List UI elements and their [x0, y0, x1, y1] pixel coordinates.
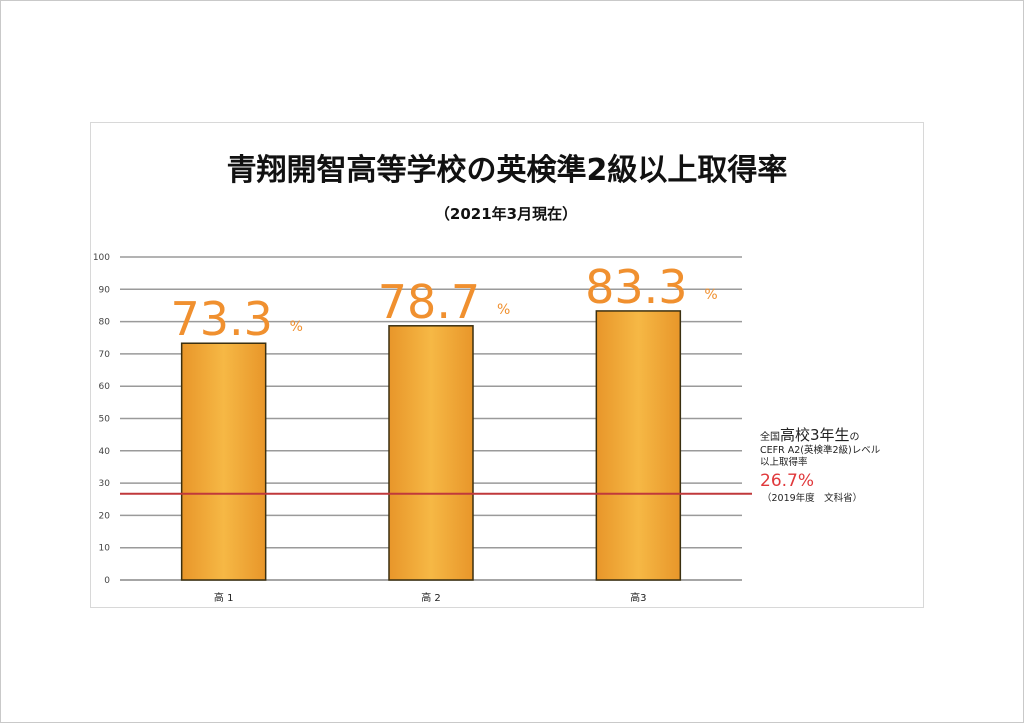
y-tick-label: 20 [99, 511, 111, 521]
y-tick-label: 50 [99, 415, 111, 425]
bar [388, 325, 474, 581]
x-axis-labels: 高 1 高 2 高3 [214, 591, 647, 604]
reference-value: 26.7% [760, 470, 815, 491]
reference-label-suffix: の [849, 432, 860, 443]
x-tick-label: 高 2 [421, 591, 441, 604]
reference-label-line1: 全国高校3年生の [760, 426, 920, 445]
reference-annotation: 全国高校3年生の CEFR A2(英検準2級)レベル 以上取得率 26.7% （… [760, 426, 920, 505]
y-tick-label: 30 [99, 479, 111, 489]
data-label-unit: % [290, 319, 303, 335]
reference-label-line2: CEFR A2(英検準2級)レベル [760, 444, 881, 456]
y-axis-ticks: 0 10 20 30 40 50 60 70 80 90 100 [93, 253, 110, 586]
x-tick-label: 高 1 [214, 591, 234, 604]
data-label-unit: % [497, 302, 510, 318]
chart-subtitle: （2021年3月現在） [434, 205, 578, 223]
bar [180, 342, 267, 581]
y-tick-label: 80 [99, 318, 111, 328]
reference-label-highlight: 高校3年生 [780, 426, 850, 444]
reference-label-line3: 以上取得率 [760, 456, 808, 468]
y-tick-label: 60 [99, 382, 111, 392]
bars [180, 310, 682, 581]
data-label: 83.3 [585, 260, 687, 314]
bar [595, 310, 682, 581]
data-labels: 73.3% 78.7% 83.3% [170, 260, 717, 346]
reference-label-prefix: 全国 [760, 432, 780, 443]
reference-source: （2019年度 文科省） [762, 492, 863, 504]
y-tick-label: 90 [99, 285, 111, 295]
y-tick-label: 100 [93, 253, 110, 263]
y-tick-label: 40 [99, 447, 111, 457]
data-label-unit: % [704, 287, 717, 303]
x-tick-label: 高3 [630, 591, 646, 604]
y-tick-label: 10 [99, 544, 111, 554]
data-label: 78.7 [378, 275, 480, 329]
chart-title: 青翔開智高等学校の英検準2級以上取得率 [226, 153, 788, 188]
y-tick-label: 70 [99, 350, 111, 360]
y-tick-label: 0 [104, 576, 110, 586]
data-label: 73.3 [170, 292, 272, 346]
